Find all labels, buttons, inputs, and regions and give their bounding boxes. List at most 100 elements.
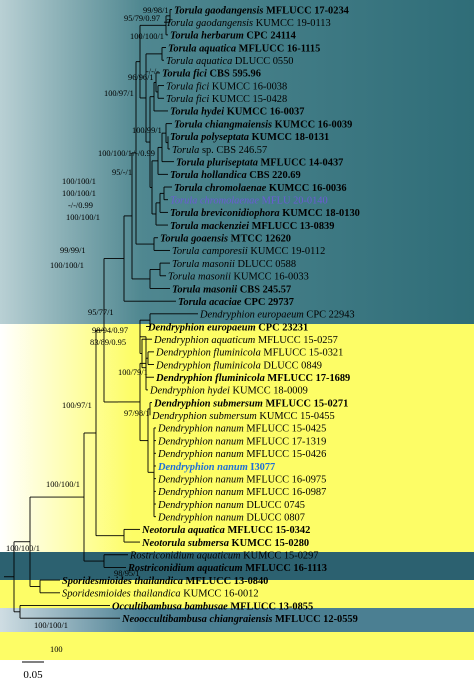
taxon-label: Torula aquatica DLUCC 0550 — [166, 56, 294, 67]
taxon-strain-code: KUMCC 16-0012 — [181, 589, 259, 600]
taxon-species-name: Torula gaodangensis — [174, 5, 263, 16]
support-value: 96/96/1 — [128, 73, 154, 82]
taxon-strain-code: KUMCC 15-0280 — [229, 538, 309, 549]
taxon-label: Dendryphion fluminicola MFLUCC 15-0321 — [155, 348, 343, 359]
taxon-strain-code: MFLUCC 16-1115 — [236, 43, 320, 54]
support-value: 95/-/1 — [112, 168, 132, 177]
taxon-strain-code: CPC 29737 — [241, 297, 294, 308]
taxon-species-name: Neotorula aquatica — [141, 525, 225, 536]
taxon-species-name: Sporidesmioides thailandica — [62, 589, 181, 600]
taxon-label: Dendryphion fluminicola MFLUCC 17-1689 — [155, 373, 350, 384]
taxon-labels: Torula gaodangensis MFLUCC 17-0234Torula… — [62, 5, 360, 625]
support-value: 98/94/0.97 — [92, 326, 128, 335]
taxon-label: Dendryphion nanum MFLUCC 15-0426 — [157, 449, 326, 460]
sporidesmioides-band — [0, 608, 474, 632]
taxon-species-name: Torula hollandica — [170, 170, 247, 181]
support-value: 100/100/1 — [34, 621, 68, 630]
taxon-strain-code: KUMCC 16-0038 — [209, 81, 287, 92]
taxon-label: Torula chromolaenae KUMCC 16-0036 — [174, 183, 347, 194]
support-value-labels: 99/98/195/79/0.97 100/100/1 96/96/1-/-/- 10… — [6, 6, 169, 654]
taxon-strain-code: I3077 — [248, 462, 275, 473]
support-value: 95/77/1 — [88, 308, 114, 317]
taxon-label: Dendryphion submersum KUMCC 15-0455 — [151, 411, 335, 422]
taxon-species-name: Dendryphion europaeum — [199, 310, 304, 321]
taxon-strain-code: KUMCC 18-0131 — [249, 132, 329, 143]
taxon-strain-code: MFLUCC 15-0425 — [244, 424, 327, 435]
taxon-species-name: Neooccultibambusa chiangraiensis — [121, 614, 272, 625]
taxon-label: Torula mackenziei MFLUCC 13-0839 — [170, 221, 334, 232]
support-value: 83/89/0.95 — [90, 338, 126, 347]
taxon-label: Torula chiangmaiensis KUMCC 16-0039 — [174, 119, 352, 130]
taxon-strain-code: MFLUCC 15-0257 — [255, 335, 338, 346]
taxon-label: Dendryphion nanum MFLUCC 15-0425 — [157, 424, 326, 435]
taxon-label: Torula fici KUMCC 15-0428 — [166, 94, 287, 105]
scale-bar-label: 0.05 — [23, 669, 43, 681]
support-value: 100/100/1 — [62, 189, 96, 198]
support-value: 100/97/1 — [104, 89, 134, 98]
support-value: 100/100/1 — [50, 261, 84, 270]
taxon-species-name: Torula masonii — [168, 272, 231, 283]
taxon-species-name: Torula breviconidiophora — [170, 208, 280, 219]
taxon-species-name: Dendryphion nanum — [157, 474, 244, 485]
support-value: 95/79/0.97 — [124, 14, 160, 23]
taxon-strain-code: MFLUCC 17-1689 — [265, 373, 350, 384]
taxon-label: Dendryphion nanum MFLUCC 16-0975 — [157, 474, 326, 485]
support-value: 100/99/1 — [132, 126, 162, 135]
taxon-species-name: Torula herbarum — [170, 31, 244, 42]
taxon-species-name: Dendryphion nanum — [157, 500, 244, 511]
taxon-strain-code: MFLU 20-0140 — [259, 196, 328, 207]
taxon-species-name: Rostriconidium aquaticum — [129, 551, 241, 562]
torula-band — [0, 0, 474, 324]
taxon-strain-code: MFLUCC 15-0271 — [263, 398, 348, 409]
support-value: 99/98/1 — [143, 6, 169, 15]
taxon-species-name: Dendryphion fluminicola — [155, 348, 261, 359]
taxon-label: Dendryphion aquaticum MFLUCC 15-0257 — [153, 335, 338, 346]
taxon-strain-code: CPC 24114 — [244, 31, 296, 42]
taxon-strain-code: MFLUCC 14-0437 — [258, 157, 343, 168]
support-value: 100 — [50, 645, 63, 654]
taxon-strain-code: MFLUCC 15-0426 — [244, 449, 327, 460]
taxon-label: Torula sp. CBS 246.57 — [172, 145, 267, 156]
taxon-species-name: Torula acaciae — [178, 297, 242, 308]
taxon-species-name: Neotorula submersa — [141, 538, 229, 549]
taxon-species-name: Dendryphion hydei — [149, 386, 230, 397]
taxon-strain-code: CBS 595.96 — [207, 69, 261, 80]
taxon-label: Rostriconidium aquaticum KUMCC 15-0297 — [129, 551, 318, 562]
taxon-label: Neotorula aquatica MFLUCC 15-0342 — [141, 525, 310, 536]
taxon-species-name: Torula masonii — [172, 284, 237, 295]
support-value: 100/100/1 — [46, 480, 80, 489]
taxon-species-name: Torula fici — [162, 69, 207, 80]
taxon-label: Torula masonii DLUCC 0588 — [172, 259, 296, 270]
taxon-species-name: Dendryphion aquaticum — [153, 335, 256, 346]
taxon-species-name: Dendryphion submersum — [153, 398, 263, 409]
taxon-label: Sporidesmioides thailandica MFLUCC 13-08… — [62, 576, 268, 587]
taxon-strain-code: KUMCC 15-0428 — [209, 94, 287, 105]
scale-bar: 0.05 — [22, 661, 44, 681]
taxon-species-name: Dendryphion nanum — [157, 436, 244, 447]
support-value: 100/79/1 — [118, 368, 148, 377]
taxon-label: Torula pluriseptata MFLUCC 14-0437 — [176, 157, 343, 168]
taxon-strain-code: KUMCC 16-0037 — [224, 107, 304, 118]
taxon-strain-code: DLUCC 0807 — [244, 513, 305, 524]
taxon-species-name: Torula fici — [166, 94, 209, 105]
taxon-species-name: Torula pluriseptata — [176, 157, 258, 168]
support-value: 100/100/1 — [6, 544, 40, 553]
taxon-strain-code: MFLUCC 13-0855 — [228, 601, 313, 612]
taxon-label: Dendryphion nanum DLUCC 0745 — [157, 500, 305, 511]
taxon-strain-code: MFLUCC 15-0321 — [261, 348, 344, 359]
taxon-strain-code: KUMCC 19-0112 — [248, 246, 326, 257]
taxon-species-name: Torula aquatica — [168, 43, 236, 54]
taxon-species-name: Torula camporesii — [172, 246, 248, 257]
clade-bands — [0, 0, 474, 660]
taxon-label: Torula aquatica MFLUCC 16-1115 — [168, 43, 320, 54]
taxon-strain-code: KUMCC 19-0113 — [253, 18, 331, 29]
taxon-label: Dendryphion nanum DLUCC 0807 — [157, 513, 305, 524]
taxon-label: Dendryphion nanum I3077 — [157, 462, 275, 473]
support-value: 100/100/1 — [66, 213, 100, 222]
taxon-species-name: Rostriconidium aquaticum — [127, 563, 243, 574]
taxon-species-name: Dendryphion fluminicola — [155, 360, 261, 371]
taxon-species-name: Dendryphion fluminicola — [155, 373, 265, 384]
support-value: -/-/0.99 — [130, 149, 155, 158]
taxon-strain-code: KUMCC 15-0297 — [241, 551, 319, 562]
